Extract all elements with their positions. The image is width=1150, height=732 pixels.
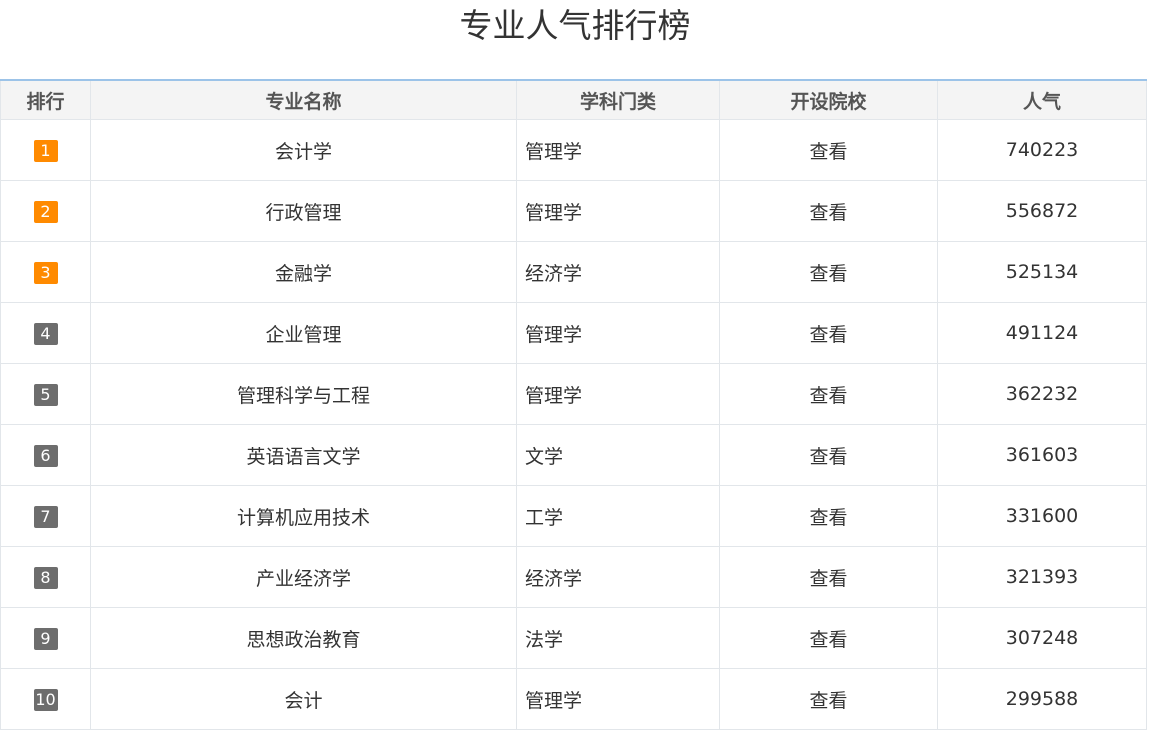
rank-badge: 7 bbox=[33, 505, 58, 528]
table-row: 7 计算机应用技术 工学 查看 331600 bbox=[0, 485, 1147, 547]
major-name: 产业经济学 bbox=[90, 546, 517, 608]
popularity: 361603 bbox=[937, 424, 1147, 486]
rank-badge: 4 bbox=[33, 322, 58, 345]
popularity: 331600 bbox=[937, 485, 1147, 547]
table-row: 3 金融学 经济学 查看 525134 bbox=[0, 241, 1147, 303]
major-name: 会计 bbox=[90, 668, 517, 730]
category: 工学 bbox=[516, 485, 720, 547]
table-row: 2 行政管理 管理学 查看 556872 bbox=[0, 180, 1147, 242]
header-category: 学科门类 bbox=[516, 79, 720, 120]
major-name: 会计学 bbox=[90, 119, 517, 181]
rank-cell: 5 bbox=[0, 363, 91, 425]
category: 经济学 bbox=[516, 241, 720, 303]
header-popularity: 人气 bbox=[937, 79, 1147, 120]
table-header: 排行 专业名称 学科门类 开设院校 人气 bbox=[0, 79, 1147, 120]
rank-cell: 7 bbox=[0, 485, 91, 547]
major-name: 英语语言文学 bbox=[90, 424, 517, 486]
major-name: 行政管理 bbox=[90, 180, 517, 242]
table-row: 10 会计 管理学 查看 299588 bbox=[0, 668, 1147, 730]
popularity: 525134 bbox=[937, 241, 1147, 303]
view-schools-link[interactable]: 查看 bbox=[809, 506, 848, 529]
schools-cell: 查看 bbox=[719, 485, 938, 547]
ranking-table: 排行 专业名称 学科门类 开设院校 人气 1 会计学 管理学 查看 740223 2 行政管… bbox=[0, 79, 1147, 730]
header-rank: 排行 bbox=[0, 79, 91, 120]
rank-cell: 2 bbox=[0, 180, 91, 242]
schools-cell: 查看 bbox=[719, 302, 938, 364]
header-schools: 开设院校 bbox=[719, 79, 938, 120]
table-row: 8 产业经济学 经济学 查看 321393 bbox=[0, 546, 1147, 608]
table-row: 6 英语语言文学 文学 查看 361603 bbox=[0, 424, 1147, 486]
popularity: 362232 bbox=[937, 363, 1147, 425]
schools-cell: 查看 bbox=[719, 607, 938, 669]
page-title: 专业人气排行榜 bbox=[459, 6, 691, 45]
category: 管理学 bbox=[516, 302, 720, 364]
popularity: 321393 bbox=[937, 546, 1147, 608]
category: 经济学 bbox=[516, 546, 720, 608]
view-schools-link[interactable]: 查看 bbox=[809, 445, 848, 468]
rank-cell: 3 bbox=[0, 241, 91, 303]
category: 法学 bbox=[516, 607, 720, 669]
rank-cell: 6 bbox=[0, 424, 91, 486]
view-schools-link[interactable]: 查看 bbox=[809, 262, 848, 285]
major-name: 金融学 bbox=[90, 241, 517, 303]
popularity: 491124 bbox=[937, 302, 1147, 364]
rank-badge: 6 bbox=[33, 444, 58, 467]
schools-cell: 查看 bbox=[719, 241, 938, 303]
table-row: 9 思想政治教育 法学 查看 307248 bbox=[0, 607, 1147, 669]
schools-cell: 查看 bbox=[719, 424, 938, 486]
major-name: 管理科学与工程 bbox=[90, 363, 517, 425]
category: 管理学 bbox=[516, 180, 720, 242]
schools-cell: 查看 bbox=[719, 363, 938, 425]
view-schools-link[interactable]: 查看 bbox=[809, 567, 848, 590]
popularity: 307248 bbox=[937, 607, 1147, 669]
rank-badge: 5 bbox=[33, 383, 58, 406]
view-schools-link[interactable]: 查看 bbox=[809, 323, 848, 346]
category: 管理学 bbox=[516, 119, 720, 181]
rank-badge: 9 bbox=[33, 627, 58, 650]
category: 管理学 bbox=[516, 668, 720, 730]
view-schools-link[interactable]: 查看 bbox=[809, 689, 848, 712]
rank-cell: 4 bbox=[0, 302, 91, 364]
schools-cell: 查看 bbox=[719, 668, 938, 730]
major-name: 思想政治教育 bbox=[90, 607, 517, 669]
view-schools-link[interactable]: 查看 bbox=[809, 384, 848, 407]
schools-cell: 查看 bbox=[719, 119, 938, 181]
rank-cell: 1 bbox=[0, 119, 91, 181]
view-schools-link[interactable]: 查看 bbox=[809, 628, 848, 651]
view-schools-link[interactable]: 查看 bbox=[809, 140, 848, 163]
table-row: 4 企业管理 管理学 查看 491124 bbox=[0, 302, 1147, 364]
popularity: 740223 bbox=[937, 119, 1147, 181]
rank-cell: 9 bbox=[0, 607, 91, 669]
rank-badge: 10 bbox=[33, 688, 58, 711]
category: 管理学 bbox=[516, 363, 720, 425]
major-name: 企业管理 bbox=[90, 302, 517, 364]
rank-badge: 8 bbox=[33, 566, 58, 589]
rank-cell: 10 bbox=[0, 668, 91, 730]
schools-cell: 查看 bbox=[719, 180, 938, 242]
popularity: 299588 bbox=[937, 668, 1147, 730]
header-major-name: 专业名称 bbox=[90, 79, 517, 120]
rank-badge: 3 bbox=[33, 261, 58, 284]
schools-cell: 查看 bbox=[719, 546, 938, 608]
rank-badge: 1 bbox=[33, 139, 58, 162]
table-row: 1 会计学 管理学 查看 740223 bbox=[0, 119, 1147, 181]
category: 文学 bbox=[516, 424, 720, 486]
popularity: 556872 bbox=[937, 180, 1147, 242]
table-row: 5 管理科学与工程 管理学 查看 362232 bbox=[0, 363, 1147, 425]
rank-badge: 2 bbox=[33, 200, 58, 223]
major-name: 计算机应用技术 bbox=[90, 485, 517, 547]
view-schools-link[interactable]: 查看 bbox=[809, 201, 848, 224]
rank-cell: 8 bbox=[0, 546, 91, 608]
